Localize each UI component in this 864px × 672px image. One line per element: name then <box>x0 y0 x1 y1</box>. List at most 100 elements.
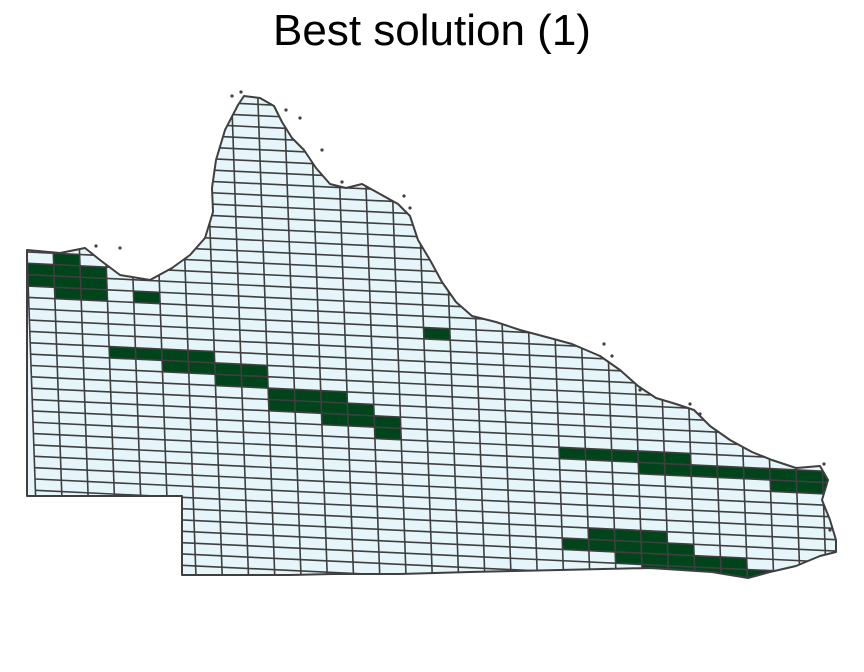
selected-planning-unit <box>294 389 322 402</box>
selected-planning-unit <box>638 462 665 475</box>
selected-planning-unit <box>559 447 586 460</box>
selected-planning-unit <box>162 360 189 373</box>
grid-row-line <box>27 171 836 213</box>
grid-row-line <box>27 205 836 247</box>
selected-planning-unit <box>320 390 348 404</box>
selected-planning-unit <box>769 468 797 482</box>
island-speck <box>638 388 642 392</box>
selected-planning-unit <box>53 264 81 278</box>
selected-planning-unit <box>215 374 242 387</box>
selected-planning-unit <box>294 400 322 414</box>
grid-row-line <box>27 194 836 235</box>
selected-planning-unit <box>641 564 669 578</box>
selected-planning-unit <box>743 467 771 480</box>
island-speck <box>118 246 122 250</box>
grid-column-line <box>282 96 304 578</box>
selected-planning-unit <box>641 541 668 555</box>
grid-row-line <box>27 96 836 110</box>
grid-row-line <box>27 228 836 269</box>
island-speck <box>284 108 288 112</box>
selected-planning-unit <box>241 375 269 389</box>
selected-planning-unit <box>690 464 718 478</box>
selected-planning-unit <box>321 413 349 426</box>
selected-planning-unit <box>27 263 55 276</box>
selected-planning-unit <box>321 401 348 415</box>
grid-row-line <box>39 604 854 643</box>
grid-row-line <box>27 160 836 201</box>
grid-row-line <box>27 115 836 156</box>
selected-planning-unit <box>161 349 189 362</box>
island-speck <box>402 194 406 198</box>
selected-planning-unit <box>615 551 642 565</box>
plot-title: Best solution (1) <box>273 6 591 55</box>
selected-planning-unit <box>668 577 696 578</box>
grid-row-line <box>27 149 836 190</box>
selected-planning-unit <box>721 580 748 593</box>
selected-planning-unit <box>268 388 295 401</box>
grid-row-line <box>39 593 854 632</box>
selected-planning-unit <box>188 350 215 363</box>
grid-row-line <box>27 96 836 133</box>
selected-planning-unit <box>347 414 375 428</box>
selected-planning-unit <box>109 346 136 360</box>
selected-planning-unit <box>562 538 589 551</box>
selected-planning-unit <box>614 540 642 554</box>
island-speck <box>698 412 702 416</box>
selected-planning-unit <box>588 527 615 541</box>
island-speck <box>94 244 98 248</box>
selected-planning-unit <box>722 591 749 604</box>
selected-planning-unit <box>188 361 216 375</box>
grid-row-line <box>27 96 836 122</box>
study-area-boundary <box>26 95 837 579</box>
grid-row-line <box>27 103 836 144</box>
grid-row-line <box>34 478 836 519</box>
grid-row-line <box>33 444 836 485</box>
grid-row-line <box>27 126 836 167</box>
selected-planning-unit <box>770 479 797 493</box>
selected-planning-unit <box>748 592 775 605</box>
selected-planning-unit <box>374 427 402 440</box>
island-speck <box>828 528 832 532</box>
selected-planning-unit <box>717 466 744 479</box>
selected-planning-unit <box>133 291 161 304</box>
grid-row-line <box>32 410 836 451</box>
selected-planning-unit <box>640 530 668 544</box>
selected-planning-unit <box>80 265 107 279</box>
selected-planning-unit <box>720 556 748 570</box>
island-speck <box>610 354 614 358</box>
selected-planning-unit <box>54 275 81 289</box>
selected-planning-unit <box>374 415 401 429</box>
grid-column-line <box>835 109 836 578</box>
grid-row-line <box>32 398 836 440</box>
selected-units-layer <box>27 253 836 605</box>
grid-column-line <box>256 96 277 578</box>
grid-column-line <box>808 107 830 578</box>
selected-planning-unit <box>796 469 823 483</box>
grid-row-line <box>27 183 836 224</box>
grid-row-line <box>27 217 836 258</box>
selected-planning-unit <box>694 555 721 569</box>
selected-planning-unit <box>664 463 692 477</box>
grid-row-line <box>27 137 836 179</box>
island-speck <box>602 342 606 346</box>
selected-planning-unit <box>268 399 296 413</box>
selected-planning-unit <box>588 539 616 552</box>
selected-planning-unit <box>80 277 108 290</box>
selected-planning-unit <box>641 553 669 566</box>
island-speck <box>340 180 344 184</box>
grid-row-line <box>33 432 836 474</box>
selected-planning-unit <box>27 274 55 288</box>
grid-row-line <box>39 581 854 620</box>
selected-planning-unit <box>664 452 691 465</box>
selected-planning-unit <box>667 554 695 567</box>
selected-planning-unit <box>585 448 612 462</box>
grid-row-line <box>32 421 836 462</box>
grid-column-line <box>230 96 251 578</box>
island-speck <box>230 94 234 98</box>
selected-planning-unit <box>748 581 775 594</box>
island-speck <box>239 90 243 94</box>
selected-planning-unit <box>667 543 695 556</box>
selected-planning-unit <box>241 364 268 377</box>
selected-planning-unit <box>214 362 242 376</box>
